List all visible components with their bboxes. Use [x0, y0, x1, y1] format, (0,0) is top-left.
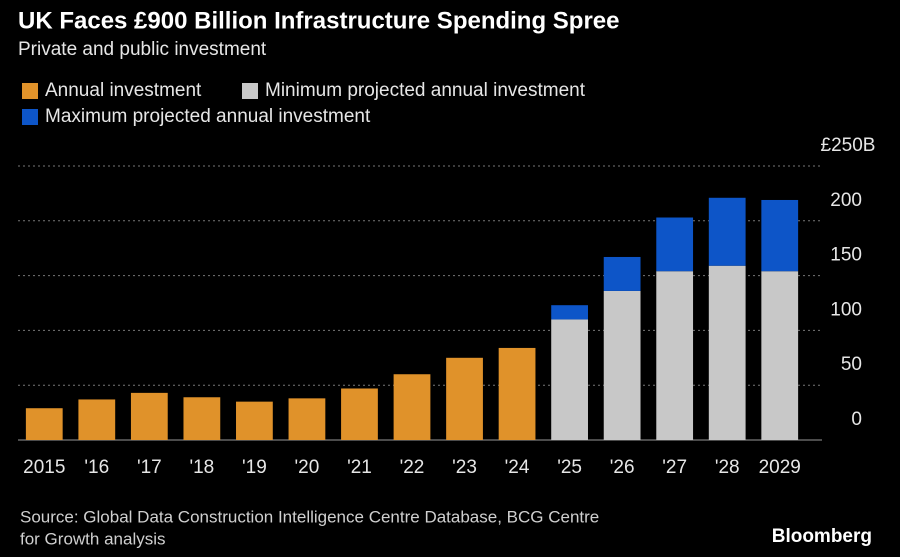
bar — [498, 347, 536, 440]
bar — [761, 199, 799, 272]
y-tick-label: 0 — [851, 409, 862, 430]
source: for Growth analysis — [20, 529, 166, 548]
x-tick-label: 2015 — [23, 457, 65, 478]
legend-label: Annual investment — [45, 80, 202, 101]
y-tick-label: 100 — [830, 299, 862, 320]
bar — [341, 388, 378, 440]
y-tick-label: £250B — [821, 135, 876, 156]
bar — [288, 398, 326, 440]
bar — [708, 265, 746, 440]
legend-swatch — [22, 109, 38, 125]
bar — [708, 197, 746, 266]
bar — [78, 399, 116, 440]
bar — [603, 290, 641, 440]
brand: Bloomberg — [772, 526, 872, 547]
x-tick-label: '25 — [557, 457, 582, 478]
bar — [551, 319, 588, 440]
legend-label: Minimum projected annual investment — [265, 80, 586, 101]
bar — [393, 374, 431, 440]
chart-title: UK Faces £900 Billion Infrastructure Spe… — [18, 7, 620, 34]
bar — [656, 217, 694, 272]
source: Source: Global Data Construction Intelli… — [20, 507, 599, 526]
bar — [236, 401, 273, 440]
bar — [603, 256, 641, 291]
legend-swatch — [22, 83, 38, 99]
bar — [446, 357, 483, 440]
x-tick-label: '21 — [347, 457, 372, 478]
chart-subtitle: Private and public investment — [18, 39, 267, 60]
bar — [25, 408, 63, 440]
x-tick-label: '24 — [505, 457, 530, 478]
bar — [551, 305, 588, 320]
y-tick-label: 150 — [830, 245, 862, 266]
x-tick-label: '28 — [715, 457, 740, 478]
x-tick-label: 2029 — [759, 457, 801, 478]
bar — [656, 271, 694, 440]
x-tick-label: '26 — [610, 457, 635, 478]
x-tick-label: '23 — [452, 457, 477, 478]
x-tick-label: '20 — [295, 457, 320, 478]
x-tick-label: '19 — [242, 457, 267, 478]
x-tick-label: '27 — [662, 457, 687, 478]
legend-label: Maximum projected annual investment — [45, 106, 371, 127]
bar — [183, 397, 221, 440]
y-tick-label: 200 — [830, 190, 862, 211]
bar — [130, 392, 168, 440]
legend-swatch — [242, 83, 258, 99]
x-tick-label: '17 — [137, 457, 162, 478]
bar — [761, 271, 799, 440]
y-tick-label: 50 — [841, 354, 862, 375]
x-tick-label: '18 — [189, 457, 214, 478]
x-tick-label: '16 — [84, 457, 109, 478]
x-tick-label: '22 — [400, 457, 425, 478]
